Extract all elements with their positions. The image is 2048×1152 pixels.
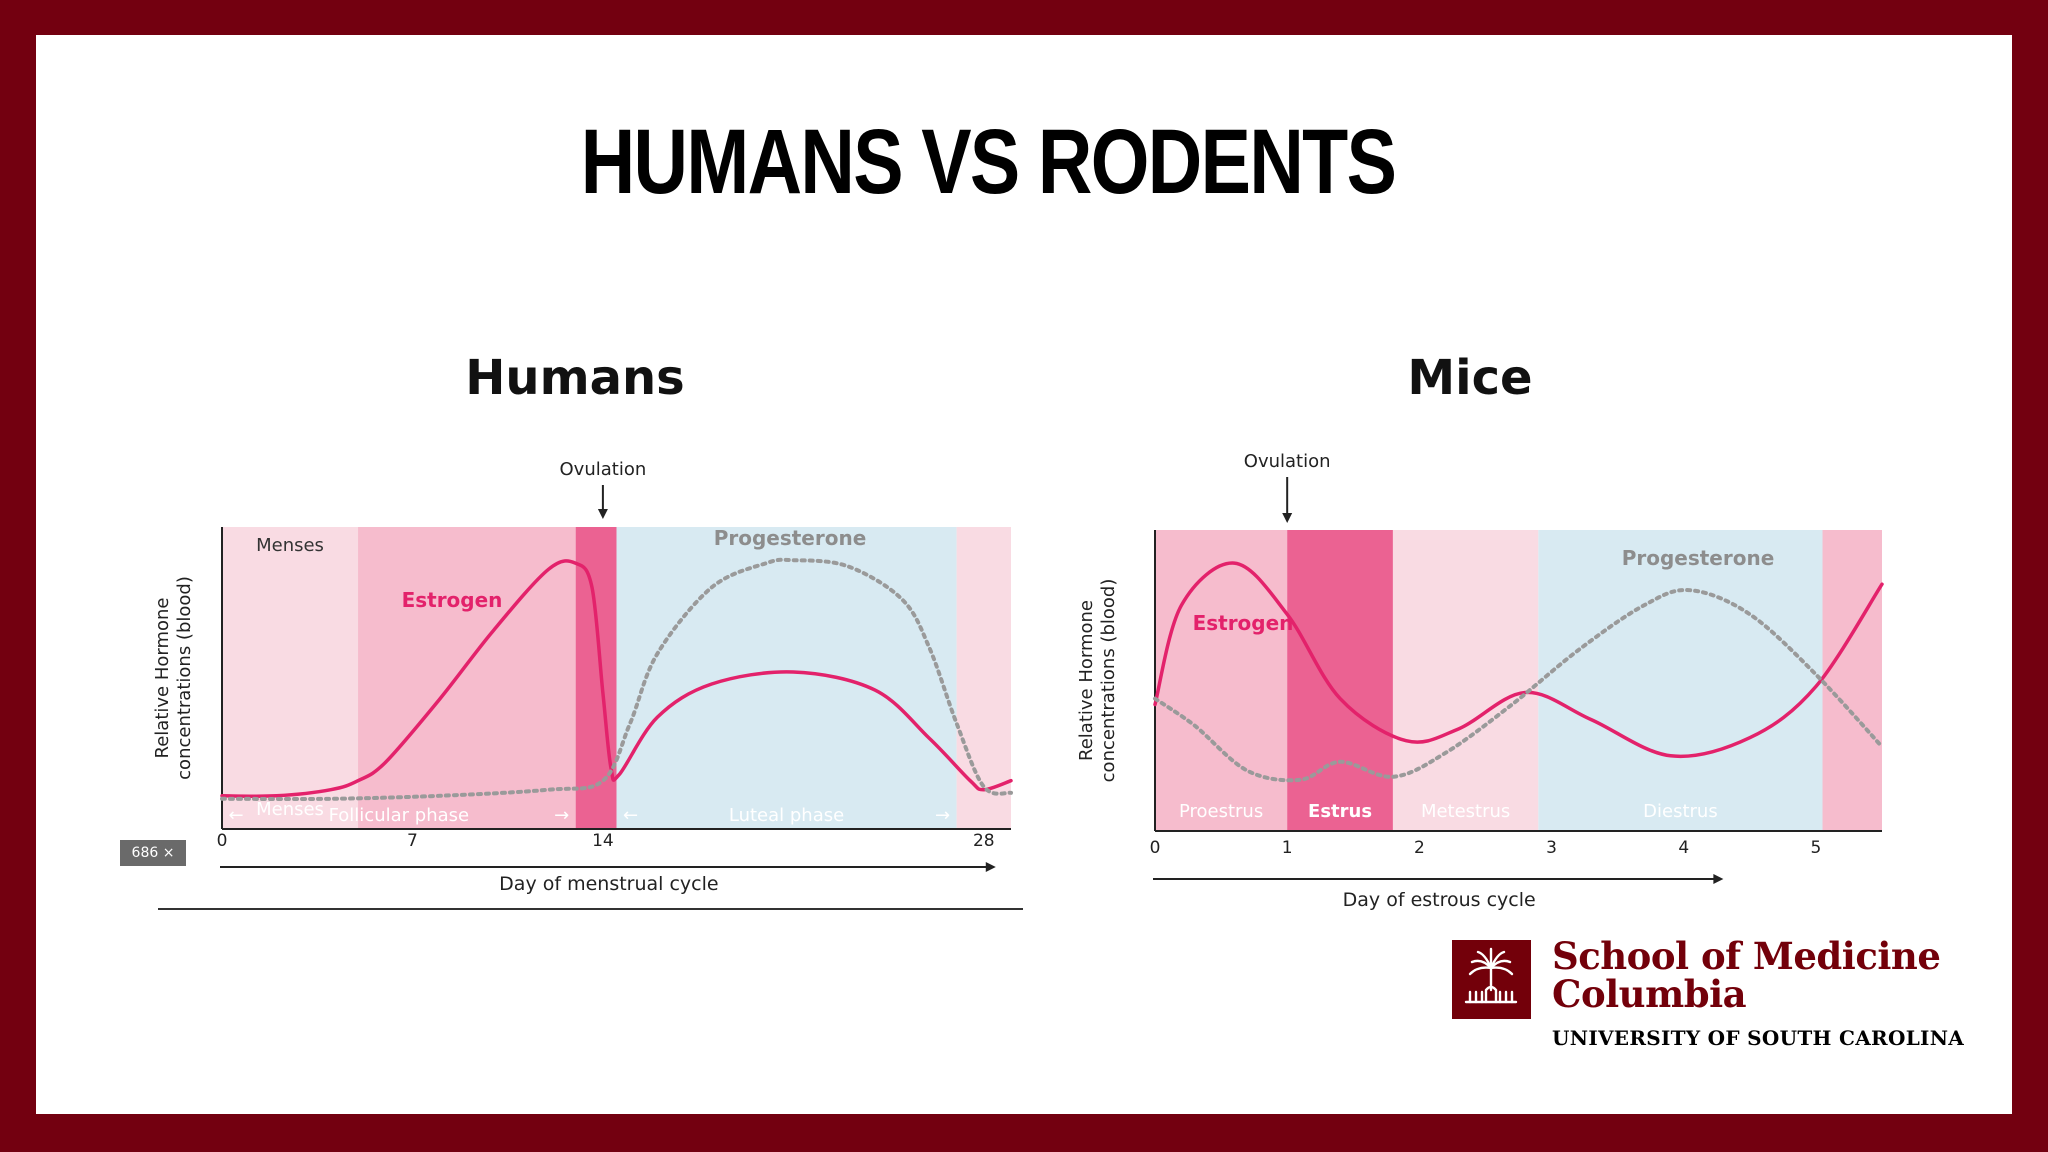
progesterone-series-line <box>1153 588 1884 783</box>
x-direction-arrow-icon <box>985 862 996 872</box>
phase-start-arrow-icon: ← <box>228 805 243 826</box>
ovulation-arrow-icon <box>1282 513 1293 523</box>
x-tick-label: 5 <box>1810 838 1821 858</box>
phase-end-arrow-icon: → <box>935 805 950 826</box>
phase-band <box>575 527 617 829</box>
phase-span-label: Follicular phase <box>329 805 470 826</box>
humans-chart-heading: Humans <box>465 350 685 406</box>
progesterone-label: Progesterone <box>1622 546 1775 570</box>
x-tick-label: 3 <box>1546 838 1557 858</box>
x-tick-label: 0 <box>1150 838 1161 858</box>
y-axis-label-line2: concentrations (blood) <box>174 576 195 780</box>
phase-band <box>1287 530 1393 831</box>
x-tick-label: 4 <box>1678 838 1689 858</box>
x-tick-label: 7 <box>407 831 418 851</box>
logo-university-name: UNIVERSITY OF SOUTH CAROLINA <box>1552 1026 1965 1050</box>
estrogen-series-line <box>220 559 1013 798</box>
x-direction-arrow-icon <box>1713 874 1724 884</box>
menses-label: Menses <box>256 535 324 556</box>
estrogen-label: Estrogen <box>1193 611 1294 635</box>
phase-start-arrow-icon: ← <box>623 805 638 826</box>
y-axis-label-group: Relative Hormone concentrations (blood) <box>152 576 195 780</box>
phase-band <box>1822 530 1882 831</box>
x-tick-label: 14 <box>592 831 614 851</box>
phase-label: Diestrus <box>1643 801 1718 822</box>
x-tick-label: 2 <box>1414 838 1425 858</box>
y-axis-label-line2: concentrations (blood) <box>1098 579 1119 783</box>
phase-band <box>616 527 957 829</box>
phase-band <box>222 527 359 829</box>
estrogen-series-line <box>1153 561 1884 759</box>
phase-label: Metestrus <box>1421 801 1510 822</box>
x-tick-label: 0 <box>217 831 228 851</box>
mice-chart-heading: Mice <box>1407 350 1533 406</box>
phase-label: Menses <box>256 799 324 820</box>
phase-band <box>1155 530 1288 831</box>
phase-band <box>1538 530 1823 831</box>
phase-label: Estrus <box>1308 801 1372 822</box>
y-axis-label-line1: Relative Hormone <box>1076 600 1097 761</box>
phase-band <box>956 527 1011 829</box>
x-axis-label: Day of estrous cycle <box>1343 889 1536 911</box>
x-tick-label: 28 <box>973 831 995 851</box>
y-axis-label-line1: Relative Hormone <box>152 598 173 759</box>
palmetto-tree-icon <box>1452 940 1531 1019</box>
x-axis-label: Day of menstrual cycle <box>499 873 718 895</box>
image-size-badge: 686 × 639 <box>120 840 186 887</box>
y-axis-label-group: Relative Hormone concentrations (blood) <box>1076 579 1119 783</box>
x-tick-label: 1 <box>1282 838 1293 858</box>
ovulation-label: Ovulation <box>1244 451 1331 472</box>
phase-span-label: Luteal phase <box>729 805 844 826</box>
ovulation-arrow-icon <box>597 509 608 519</box>
phase-label: Proestrus <box>1179 801 1263 822</box>
progesterone-series-line <box>220 557 1013 802</box>
logo-campus-name: Columbia <box>1552 972 1747 1016</box>
school-logo: School of Medicine Columbia UNIVERSITY O… <box>1452 934 1992 1090</box>
phase-band <box>1392 530 1539 831</box>
phase-end-arrow-icon: → <box>554 805 569 826</box>
progesterone-label: Progesterone <box>714 526 867 550</box>
slide-title: HUMANS VS RODENTS <box>580 111 1397 213</box>
ovulation-label: Ovulation <box>560 459 647 480</box>
estrogen-label: Estrogen <box>402 588 503 612</box>
logo-school-name: School of Medicine <box>1552 934 1941 978</box>
